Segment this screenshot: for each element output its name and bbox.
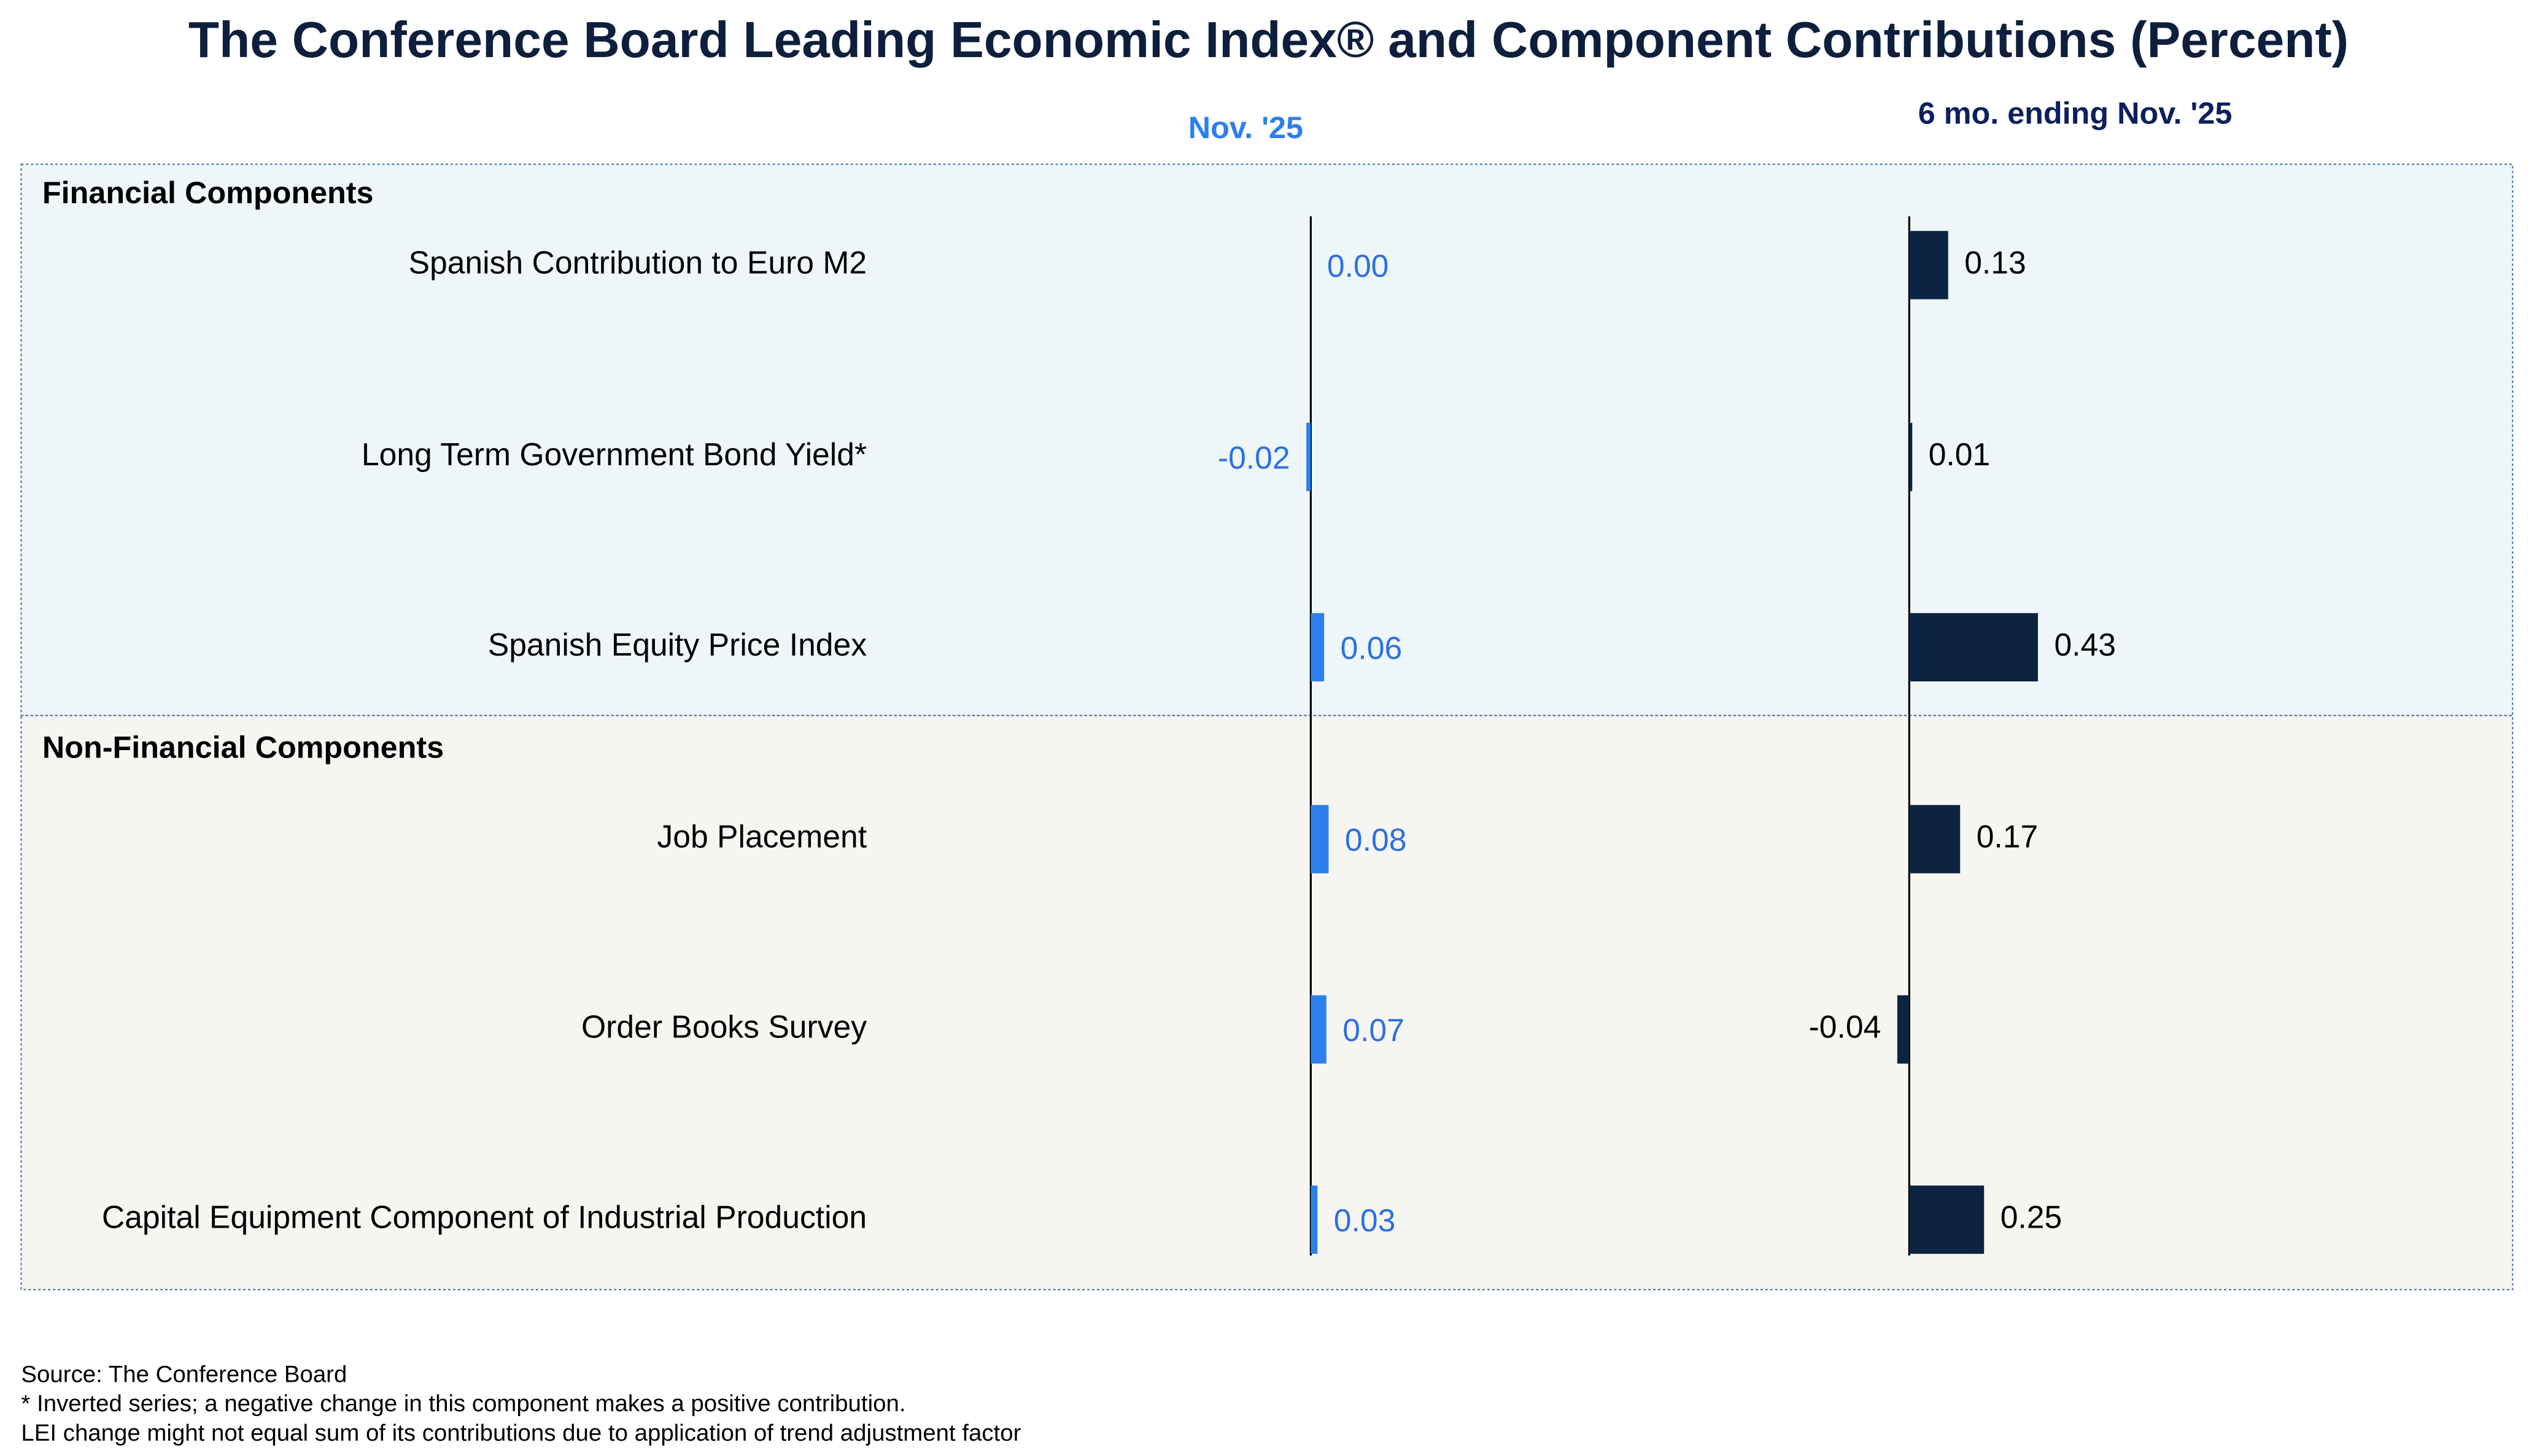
bar bbox=[1311, 995, 1327, 1064]
value-label: 0.43 bbox=[2054, 627, 2116, 662]
column-header: 6 mo. ending Nov. '25 bbox=[1918, 95, 2233, 130]
bar bbox=[1909, 1185, 1985, 1254]
value-label: 0.07 bbox=[1342, 1012, 1404, 1048]
group-header: Financial Components bbox=[42, 175, 374, 210]
value-label: 0.08 bbox=[1345, 822, 1407, 858]
category-label: Capital Equipment Component of Industria… bbox=[102, 1199, 867, 1235]
note: LEI change might not equal sum of its co… bbox=[21, 1420, 1021, 1446]
column-header: Nov. '25 bbox=[1188, 110, 1303, 145]
bar bbox=[1909, 613, 2038, 682]
value-label: -0.02 bbox=[1218, 440, 1290, 475]
value-label: 0.01 bbox=[1929, 436, 1991, 472]
bar bbox=[1311, 805, 1329, 873]
value-label: -0.04 bbox=[1809, 1009, 1881, 1045]
value-label: 0.00 bbox=[1327, 248, 1389, 284]
financial-panel bbox=[20, 163, 2514, 716]
bar bbox=[1909, 231, 1948, 300]
bar bbox=[1311, 613, 1325, 682]
non-financial-panel bbox=[20, 714, 2514, 1291]
bar bbox=[1909, 805, 1961, 873]
note: Source: The Conference Board bbox=[21, 1361, 347, 1388]
value-label: 0.13 bbox=[1964, 245, 2026, 281]
bar bbox=[1897, 995, 1910, 1064]
bar bbox=[1311, 1185, 1318, 1254]
category-label: Spanish Contribution to Euro M2 bbox=[409, 245, 867, 281]
group-header: Non-Financial Components bbox=[42, 730, 444, 765]
bar bbox=[1909, 422, 1913, 492]
value-label: 0.17 bbox=[1977, 819, 2039, 854]
note: * Inverted series; a negative change in … bbox=[21, 1390, 905, 1417]
category-label: Job Placement bbox=[657, 819, 867, 854]
chart-title: The Conference Board Leading Economic In… bbox=[188, 12, 2349, 68]
value-label: 0.25 bbox=[2001, 1199, 2063, 1235]
category-label: Spanish Equity Price Index bbox=[488, 627, 867, 662]
bar bbox=[1306, 422, 1311, 492]
value-label: 0.06 bbox=[1341, 630, 1403, 665]
category-label: Order Books Survey bbox=[581, 1009, 867, 1045]
value-label: 0.03 bbox=[1334, 1202, 1396, 1238]
category-label: Long Term Government Bond Yield* bbox=[362, 436, 867, 472]
